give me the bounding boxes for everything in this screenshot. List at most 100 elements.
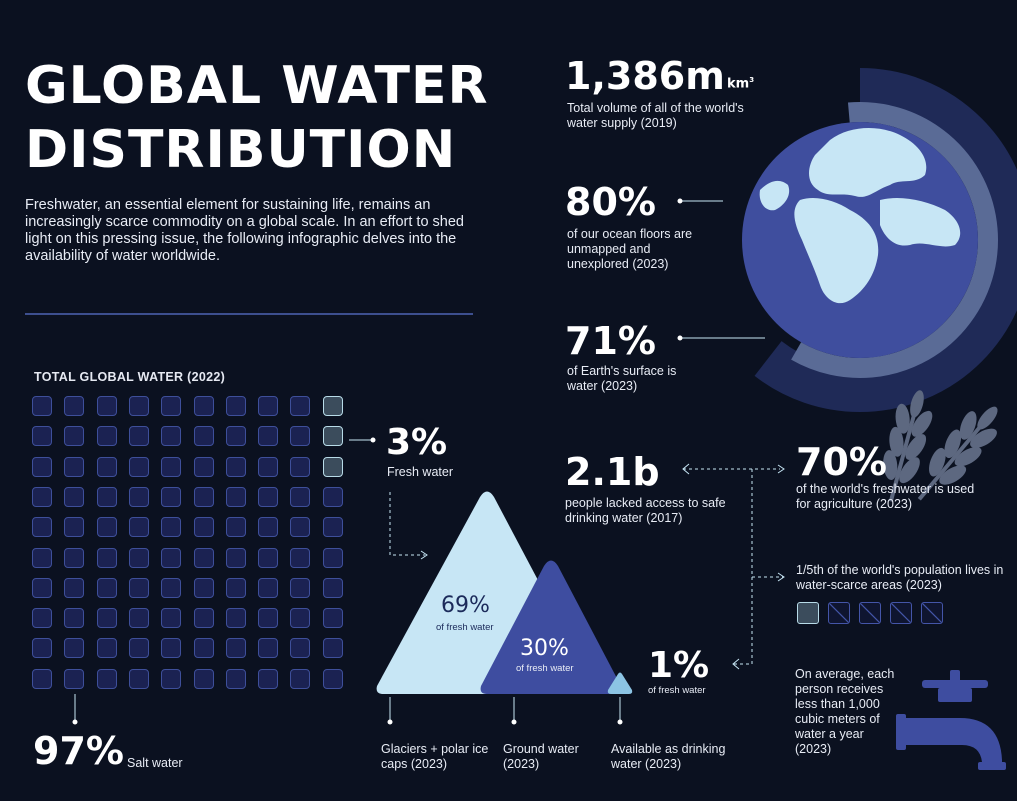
globe-icon bbox=[688, 68, 1017, 412]
fresh-water-label: Fresh water bbox=[387, 465, 453, 479]
scarcity-square bbox=[859, 602, 881, 624]
salt-water-cell bbox=[193, 668, 214, 689]
salt-water-cell bbox=[225, 486, 246, 507]
salt-water-cell bbox=[225, 396, 246, 416]
salt-water-cell bbox=[32, 577, 52, 598]
scarcity-square bbox=[921, 602, 943, 624]
salt-water-cell bbox=[128, 638, 149, 659]
salt-water-cell bbox=[96, 638, 117, 659]
salt-water-cell bbox=[290, 577, 311, 598]
glaciers-sub: of fresh water bbox=[436, 622, 494, 633]
salt-water-cell bbox=[258, 396, 279, 416]
title-line-2: DISTRIBUTION bbox=[25, 120, 457, 180]
salt-water-cell bbox=[161, 577, 182, 598]
salt-water-cell bbox=[64, 668, 85, 689]
average-label: On average, each person receives less th… bbox=[795, 667, 895, 756]
surface-percent: 71% bbox=[565, 319, 656, 363]
salt-water-cell bbox=[128, 577, 149, 598]
salt-water-cell bbox=[193, 577, 214, 598]
salt-water-cell bbox=[32, 608, 52, 629]
salt-water-cell bbox=[161, 517, 182, 538]
salt-water-cell bbox=[32, 638, 52, 659]
title-line-1: GLOBAL WATER bbox=[25, 56, 489, 116]
salt-water-cell bbox=[258, 517, 279, 538]
salt-water-cell bbox=[128, 517, 149, 538]
salt-water-cell bbox=[161, 608, 182, 629]
ground-caption: Ground water (2023) bbox=[503, 742, 579, 771]
grid-title: TOTAL GLOBAL WATER (2022) bbox=[34, 370, 226, 384]
salt-water-cell bbox=[32, 517, 52, 538]
salt-water-cell bbox=[64, 577, 85, 598]
salt-water-cell bbox=[193, 396, 214, 416]
drinking-percent: 1% bbox=[648, 645, 710, 686]
salt-water-cell bbox=[290, 638, 311, 659]
salt-water-cell bbox=[64, 396, 85, 416]
salt-water-cell bbox=[193, 456, 214, 477]
salt-water-cell bbox=[193, 547, 214, 568]
salt-water-cell bbox=[96, 517, 117, 538]
salt-water-cell bbox=[96, 396, 117, 416]
salt-water-cell bbox=[225, 668, 246, 689]
salt-water-cell bbox=[322, 486, 343, 507]
salt-water-cell bbox=[322, 638, 343, 659]
salt-water-cell bbox=[290, 547, 311, 568]
page-title: GLOBAL WATER DISTRIBUTION bbox=[25, 54, 495, 182]
salt-water-cell bbox=[32, 396, 52, 416]
salt-water-cell bbox=[161, 426, 182, 447]
salt-water-cell bbox=[290, 486, 311, 507]
salt-water-cell bbox=[225, 517, 246, 538]
salt-water-cell bbox=[96, 608, 117, 629]
salt-water-cell bbox=[128, 396, 149, 416]
wheat-icon bbox=[883, 390, 998, 502]
volume-label: Total volume of all of the world's water… bbox=[567, 101, 744, 130]
salt-water-cell bbox=[96, 486, 117, 507]
salt-water-cell bbox=[64, 456, 85, 477]
salt-water-cell bbox=[258, 426, 279, 447]
salt-water-cell bbox=[64, 517, 85, 538]
salt-water-cell bbox=[161, 456, 182, 477]
drinking-sub: of fresh water bbox=[648, 685, 706, 696]
salt-water-cell bbox=[96, 456, 117, 477]
salt-water-cell bbox=[225, 456, 246, 477]
intro-text: Freshwater, an essential element for sus… bbox=[25, 197, 464, 264]
salt-water-cell bbox=[225, 577, 246, 598]
salt-water-cell bbox=[290, 396, 311, 416]
salt-water-cell bbox=[322, 577, 343, 598]
salt-water-cell bbox=[161, 396, 182, 416]
mountain-chart bbox=[376, 491, 633, 694]
salt-water-cell bbox=[193, 638, 214, 659]
salt-water-percent: 97% bbox=[33, 729, 124, 773]
fresh-water-percent: 3% bbox=[386, 422, 448, 463]
salt-water-cell bbox=[258, 456, 279, 477]
glaciers-percent: 69% bbox=[441, 593, 490, 618]
fresh-water-cell bbox=[322, 396, 343, 416]
water-grid bbox=[32, 396, 352, 696]
salt-water-cell bbox=[128, 608, 149, 629]
salt-water-cell bbox=[322, 668, 343, 689]
salt-water-cell bbox=[193, 426, 214, 447]
scarcity-square bbox=[828, 602, 850, 624]
salt-water-cell bbox=[322, 547, 343, 568]
salt-water-cell bbox=[64, 638, 85, 659]
salt-water-cell bbox=[128, 668, 149, 689]
salt-water-cell bbox=[193, 517, 214, 538]
salt-water-cell bbox=[258, 668, 279, 689]
salt-water-cell bbox=[225, 608, 246, 629]
salt-water-cell bbox=[128, 426, 149, 447]
volume-number: 1,386m bbox=[565, 54, 725, 98]
salt-water-cell bbox=[193, 608, 214, 629]
salt-water-cell bbox=[96, 668, 117, 689]
ground-sub: of fresh water bbox=[516, 663, 574, 674]
ground-percent: 30% bbox=[520, 636, 569, 661]
salt-water-cell bbox=[290, 668, 311, 689]
salt-water-cell bbox=[32, 456, 52, 477]
access-number: 2.1b bbox=[565, 450, 660, 494]
salt-water-cell bbox=[290, 456, 311, 477]
salt-water-label: Salt water bbox=[127, 756, 183, 770]
surface-label: of Earth's surface is water (2023) bbox=[567, 364, 677, 393]
salt-water-cell bbox=[161, 547, 182, 568]
salt-water-cell bbox=[161, 638, 182, 659]
access-label: people lacked access to safe drinking wa… bbox=[565, 496, 726, 525]
salt-water-cell bbox=[64, 486, 85, 507]
